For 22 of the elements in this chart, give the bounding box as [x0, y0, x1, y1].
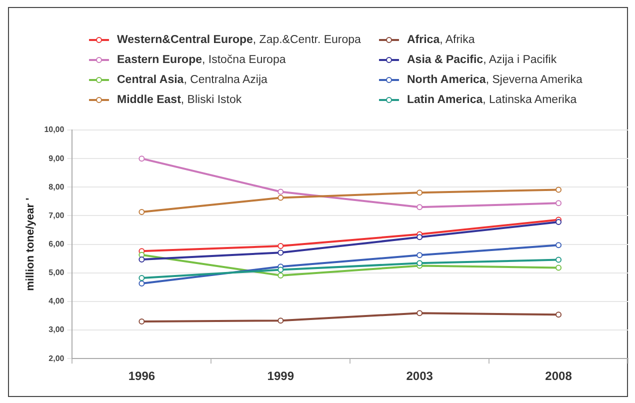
legend-label: Middle East, Bliski Istok [117, 94, 242, 106]
legend-label: Eastern Europe, Istočna Europa [117, 54, 286, 66]
y-tick-label: 8,00 [48, 182, 65, 192]
y-tick-label: 5,00 [48, 268, 65, 278]
y-tick-label: 7,00 [48, 210, 65, 220]
y-tick-label: 10,00 [44, 125, 65, 134]
legend-label: Asia & Pacific, Azija i Pacifik [407, 54, 557, 66]
y-tick-label: 6,00 [48, 240, 65, 249]
y-axis-title: million tone/year ' [24, 197, 37, 291]
y-tick-label: 9,00 [48, 154, 65, 163]
x-tick-label: 2003 [406, 369, 434, 384]
x-tick-label: 2008 [545, 369, 572, 384]
legend-label: Latin America, Latinska Amerika [407, 94, 577, 106]
y-tick-label: 2,00 [48, 354, 65, 363]
x-tick-label: 1996 [128, 369, 156, 384]
legend-label: Africa, Afrika [407, 34, 475, 46]
y-tick-label: 3,00 [48, 325, 65, 334]
x-tick-label: 1999 [267, 369, 294, 384]
legend-label: North America, Sjeverna Amerika [407, 74, 582, 86]
legend-label: Central Asia, Centralna Azija [117, 74, 268, 86]
legend-label: Western&Central Europe, Zap.&Centr. Europa [117, 34, 361, 46]
y-tick-label: 4,00 [48, 296, 65, 306]
